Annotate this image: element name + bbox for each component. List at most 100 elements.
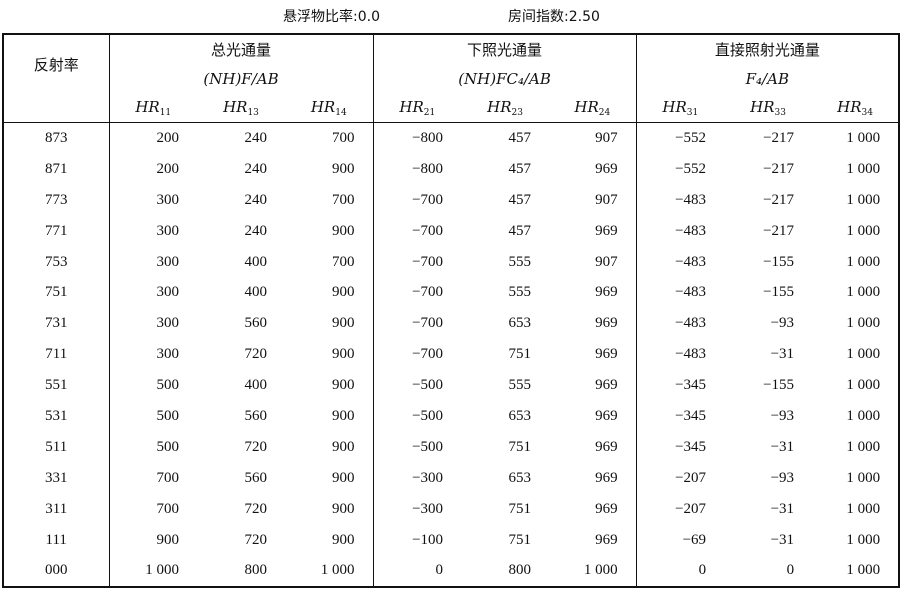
value-cell: −700 <box>372 277 462 309</box>
column-header: HR33 <box>724 93 813 123</box>
value-cell: 560 <box>244 407 268 424</box>
value-cell: 300 <box>108 215 197 247</box>
value-cell: −700 <box>372 215 462 247</box>
value-cell: 720 <box>244 500 268 517</box>
suspension-ratio: 悬浮物比率:0.0 <box>283 9 380 25</box>
reflectance-cell: 711 <box>3 339 110 371</box>
value-cell: 907 <box>595 129 618 146</box>
value-cell: 751 <box>508 531 532 548</box>
value-cell: 969 <box>595 284 618 301</box>
column-header-subscript: 33 <box>774 107 786 118</box>
value-cell: 400 <box>244 253 268 270</box>
value-cell: 240 <box>244 191 268 208</box>
value-cell: −217 <box>763 160 795 177</box>
value-cell: 0 <box>786 562 795 579</box>
column-header-main: HR <box>399 97 424 116</box>
value-cell: 1 000 <box>846 315 881 332</box>
value-cell: −207 <box>635 493 725 525</box>
reflectance-cell: 731 <box>3 308 110 340</box>
table-row: 511 500 720 900 −500 751 969 −345 −31 1 000 <box>3 431 899 463</box>
value-cell: 1 000 <box>846 407 881 424</box>
value-cell: 653 <box>508 315 532 332</box>
table-row: 331 700 560 900 −300 653 969 −207 −93 1 000 <box>3 462 899 494</box>
table-row: 753 300 400 700 −700 555 907 −483 −155 1 000 <box>3 246 899 278</box>
value-cell: 800 <box>508 562 532 579</box>
reflectance-cell: 111 <box>3 524 110 556</box>
value-cell: 900 <box>332 407 355 424</box>
header-group-direct-title: 直接照射光通量 <box>635 34 900 64</box>
value-cell: 969 <box>595 315 618 332</box>
value-cell: 400 <box>244 377 268 394</box>
value-cell: 1 000 <box>846 222 881 239</box>
value-cell: 700 <box>108 493 197 525</box>
value-cell: 900 <box>332 160 355 177</box>
value-cell: −155 <box>763 253 795 270</box>
column-header-main: HR <box>310 97 336 116</box>
value-cell: 1 000 <box>320 562 355 579</box>
column-header: HR13 <box>197 93 285 123</box>
reflectance-cell: 751 <box>3 277 110 309</box>
value-cell: 720 <box>244 346 268 363</box>
value-cell: 907 <box>595 191 618 208</box>
table-row: 551 500 400 900 −500 555 969 −345 −155 1 000 <box>3 370 899 402</box>
value-cell: 200 <box>108 153 197 185</box>
value-cell: −31 <box>770 500 795 517</box>
value-cell: 900 <box>332 438 355 455</box>
value-cell: 0 <box>635 555 725 588</box>
value-cell: −500 <box>372 370 462 402</box>
value-cell: −31 <box>770 531 795 548</box>
value-cell: −31 <box>770 346 795 363</box>
column-header-subscript: 23 <box>511 107 523 118</box>
value-cell: 900 <box>332 500 355 517</box>
value-cell: 1 000 <box>108 555 197 588</box>
value-cell: 300 <box>108 246 197 278</box>
table-row: 731 300 560 900 −700 653 969 −483 −93 1 000 <box>3 308 899 340</box>
column-header-subscript: 34 <box>861 107 873 118</box>
value-cell: −345 <box>635 401 725 432</box>
column-header-main: HR <box>662 97 687 116</box>
value-cell: 555 <box>508 284 532 301</box>
value-cell: 900 <box>332 284 355 301</box>
value-cell: 900 <box>332 377 355 394</box>
value-cell: 560 <box>244 315 268 332</box>
header-group-downward-title: 下照光通量 <box>372 34 637 64</box>
value-cell: 969 <box>595 407 618 424</box>
value-cell: 700 <box>332 253 355 270</box>
value-cell: −345 <box>635 431 725 463</box>
column-header: HR14 <box>285 93 374 123</box>
header-group-downward-formula: (NH)FC₄/AB <box>372 64 637 93</box>
value-cell: 900 <box>332 531 355 548</box>
value-cell: −217 <box>763 191 795 208</box>
column-header-subscript: 24 <box>598 107 611 118</box>
column-header-main: HR <box>135 97 160 116</box>
value-cell: −345 <box>635 370 725 402</box>
reflectance-cell: 753 <box>3 246 110 278</box>
column-header-main: HR <box>837 97 862 116</box>
header-group-total-title: 总光通量 <box>108 34 374 64</box>
value-cell: −700 <box>372 184 462 216</box>
value-cell: 720 <box>244 531 268 548</box>
value-cell: 200 <box>108 122 197 154</box>
value-cell: 653 <box>508 469 532 486</box>
value-cell: −500 <box>372 431 462 463</box>
column-header: HR31 <box>635 93 725 123</box>
value-cell: 900 <box>332 469 355 486</box>
value-cell: 907 <box>595 253 618 270</box>
column-header: HR21 <box>372 93 462 123</box>
value-cell: −700 <box>372 246 462 278</box>
value-cell: 500 <box>108 370 197 402</box>
column-header-main: HR <box>487 97 512 116</box>
value-cell: 1 000 <box>846 438 881 455</box>
value-cell: 751 <box>508 346 532 363</box>
value-cell: −800 <box>372 122 462 154</box>
value-cell: 969 <box>595 469 618 486</box>
value-cell: 751 <box>508 438 532 455</box>
value-cell: −93 <box>770 407 795 424</box>
value-cell: −93 <box>770 315 795 332</box>
value-cell: 969 <box>595 438 618 455</box>
table-row: 000 1 000 800 1 000 0 800 1 000 0 0 1 000 <box>3 555 899 588</box>
value-cell: 800 <box>244 562 268 579</box>
value-cell: 700 <box>332 129 355 146</box>
table-row: 711 300 720 900 −700 751 969 −483 −31 1 000 <box>3 339 899 371</box>
value-cell: −300 <box>372 493 462 525</box>
